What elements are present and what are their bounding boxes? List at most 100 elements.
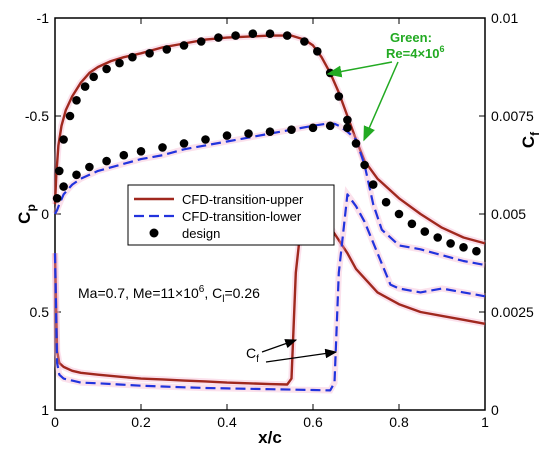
y-right-sub: f — [528, 131, 542, 136]
design-point — [472, 246, 481, 256]
green-annotation-line2: Re=4×106 — [386, 44, 445, 61]
design-point — [282, 31, 292, 40]
y-left-sub: p — [24, 204, 38, 211]
design-point — [196, 37, 206, 46]
cf-arrow-2 — [265, 348, 338, 363]
svg-text:Cp: Cp — [15, 204, 38, 224]
y-right-tick-label: 0.005 — [491, 206, 526, 222]
series-line-cfd-transition-lower — [54, 122, 486, 267]
design-point — [158, 143, 167, 152]
svg-text:Cf: Cf — [519, 131, 542, 148]
conditions-annotation: Ma=0.7, Me=11×106, Cl=0.26 — [78, 284, 260, 305]
design-point — [136, 147, 146, 156]
design-point — [368, 180, 378, 189]
conditions-tail: , C — [204, 285, 222, 301]
design-point — [420, 227, 430, 236]
x-tick-label: 0 — [51, 414, 59, 430]
y-left-tick-label: 1 — [41, 402, 49, 418]
design-point — [59, 135, 68, 144]
design-point — [300, 37, 309, 46]
design-point — [115, 58, 124, 68]
y-axis-right-label: Cf — [519, 131, 542, 148]
cf-main: C — [246, 345, 256, 361]
y-left-main: C — [15, 212, 34, 224]
legend: CFD-transition-upper CFD-transition-lowe… — [127, 184, 335, 246]
design-point — [52, 194, 62, 203]
design-point — [308, 123, 318, 133]
design-point — [446, 239, 455, 248]
design-point — [360, 160, 369, 170]
design-point — [119, 150, 129, 160]
y-right-tick-label: 0.01 — [491, 10, 518, 26]
design-point — [102, 64, 111, 74]
design-point — [231, 31, 240, 40]
design-point — [343, 123, 352, 133]
design-point — [343, 115, 352, 125]
x-tick-label: 0.6 — [303, 414, 323, 430]
design-point — [244, 129, 253, 138]
design-point — [433, 233, 443, 242]
design-point — [351, 139, 361, 148]
design-point — [265, 29, 275, 38]
green-line2-main: Re=4×10 — [386, 46, 440, 61]
y-right-main: C — [519, 136, 538, 148]
legend-swatch-design — [149, 228, 159, 238]
design-point — [201, 135, 210, 144]
design-point — [128, 52, 137, 62]
y-left-tick-label: -1 — [37, 10, 50, 26]
design-point — [80, 82, 90, 91]
series-line-cfd-transition-upper — [53, 34, 486, 245]
green-annotation-line1: Green: — [390, 30, 432, 45]
design-point — [72, 96, 81, 105]
design-point — [85, 162, 94, 172]
y-left-tick-label: -0.5 — [25, 108, 49, 124]
design-point — [248, 29, 258, 38]
legend-box — [127, 184, 335, 246]
conditions-end: =0.26 — [224, 285, 260, 301]
design-point — [102, 156, 111, 166]
y-right-tick-label: 0 — [491, 402, 499, 418]
design-point — [334, 92, 344, 101]
x-tick-label: 0.4 — [217, 414, 237, 430]
green-arrow-1 — [326, 61, 393, 78]
design-point — [162, 45, 172, 54]
design-point — [381, 197, 391, 207]
design-point — [325, 121, 335, 131]
cf-sub: f — [256, 354, 259, 365]
legend-label-lower: CFD-transition-lower — [182, 209, 302, 224]
design-point — [145, 49, 154, 58]
legend-label-design: design — [182, 226, 220, 241]
green-line2-sup: 6 — [440, 44, 445, 54]
conditions-sup: 6 — [199, 284, 205, 295]
design-point — [407, 219, 417, 229]
design-point — [55, 166, 64, 176]
y-axis-left-label: Cp — [15, 204, 38, 224]
x-tick-label: 0.2 — [131, 414, 151, 430]
x-axis-label: x/c — [258, 428, 282, 447]
y-left-tick-label: 0 — [41, 206, 49, 222]
design-point — [459, 243, 468, 252]
design-point — [59, 182, 68, 191]
ticks-layer: 0 0.2 0.4 0.6 0.8 1 -1 -0.5 0 0.5 1 0.01 0.0075 0.005… — [25, 10, 534, 430]
green-arrow-2 — [363, 61, 399, 142]
series-line-cf-upper — [53, 193, 486, 386]
legend-label-upper: CFD-transition-upper — [182, 192, 304, 207]
y-left-tick-label: 0.5 — [30, 304, 50, 320]
design-point — [265, 127, 275, 136]
design-point — [287, 125, 296, 134]
design-point — [222, 131, 232, 140]
x-tick-label: 1 — [481, 414, 489, 430]
x-tick-label: 0.8 — [389, 414, 409, 430]
y-right-tick-label: 0.0025 — [491, 304, 534, 320]
conditions-main: Ma=0.7, Me=11×10 — [78, 285, 199, 301]
design-point — [214, 33, 223, 42]
design-point — [313, 47, 322, 56]
y-right-tick-label: 0.0075 — [491, 108, 534, 124]
points-layer — [52, 29, 481, 256]
design-point — [179, 139, 189, 148]
series-line-cf-lower — [53, 193, 486, 392]
conditions-sub: l — [222, 294, 224, 305]
series-layer — [51, 32, 486, 394]
cf-arrow-1 — [261, 339, 298, 353]
